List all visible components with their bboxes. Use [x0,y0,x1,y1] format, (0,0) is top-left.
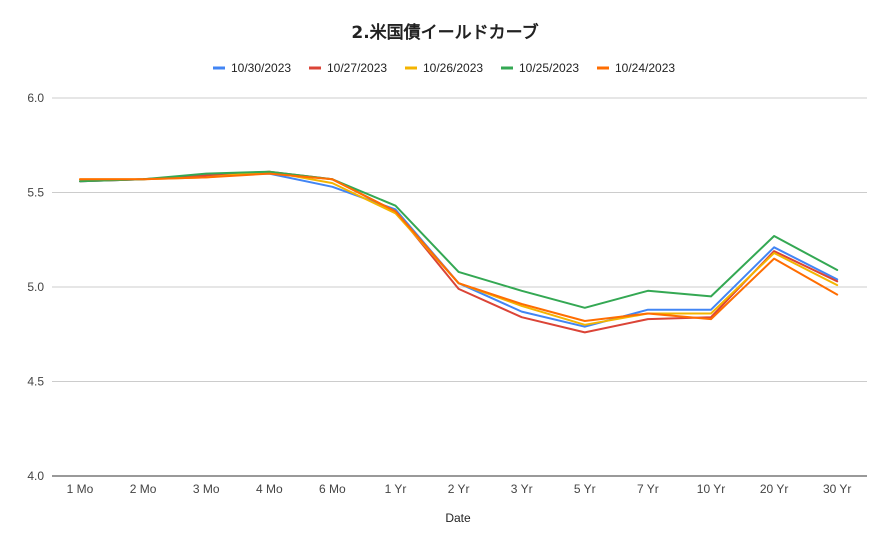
x-tick-label: 5 Yr [574,482,596,496]
legend-label: 10/25/2023 [519,61,579,75]
legend-item: 10/30/2023 [213,61,291,75]
x-tick-label: 6 Mo [319,482,346,496]
legend-label: 10/26/2023 [423,61,483,75]
series-line [79,170,839,326]
y-tick-label: 6.0 [27,91,44,105]
legend-label: 10/30/2023 [231,61,291,75]
x-tick-label: 3 Mo [193,482,220,496]
legend-label: 10/27/2023 [327,61,387,75]
series-line [79,170,839,334]
x-tick-label: 4 Mo [256,482,283,496]
x-tick-label: 1 Yr [385,482,407,496]
series-line [79,172,839,322]
legend: 10/30/2023 10/27/2023 10/26/2023 10/25/2023… [213,61,675,75]
chart-title: 2.米国債イールドカーブ [351,22,538,43]
x-tick-label: 3 Yr [511,482,533,496]
legend-item: 10/26/2023 [405,61,483,75]
x-tick-label: 10 Yr [697,482,725,496]
x-tick-label: 20 Yr [760,482,788,496]
x-tick-label: 7 Yr [637,482,659,496]
series-line [79,170,839,309]
legend-item: 10/27/2023 [309,61,387,75]
y-tick-label: 5.5 [27,186,44,200]
x-tick-label: 2 Yr [448,482,470,496]
x-tick-label: 30 Yr [823,482,851,496]
legend-label: 10/24/2023 [615,61,675,75]
x-tick-label: 2 Mo [130,482,157,496]
y-tick-label: 4.5 [27,375,44,389]
x-axis-ticks: 1 Mo 2 Mo 3 Mo 4 Mo 6 Mo 1 Yr 2 Yr 3 Yr 5 Yr 7 Yr… [67,482,852,496]
y-tick-label: 5.0 [27,280,44,294]
series-lines [79,170,839,334]
x-axis-label: Date [445,511,471,525]
legend-item: 10/25/2023 [501,61,579,75]
y-axis-ticks: 4.0 4.5 5.0 5.5 6.0 [27,91,44,483]
gridlines [52,97,867,477]
x-tick-label: 1 Mo [67,482,94,496]
y-tick-label: 4.0 [27,469,44,483]
legend-item: 10/24/2023 [597,61,675,75]
